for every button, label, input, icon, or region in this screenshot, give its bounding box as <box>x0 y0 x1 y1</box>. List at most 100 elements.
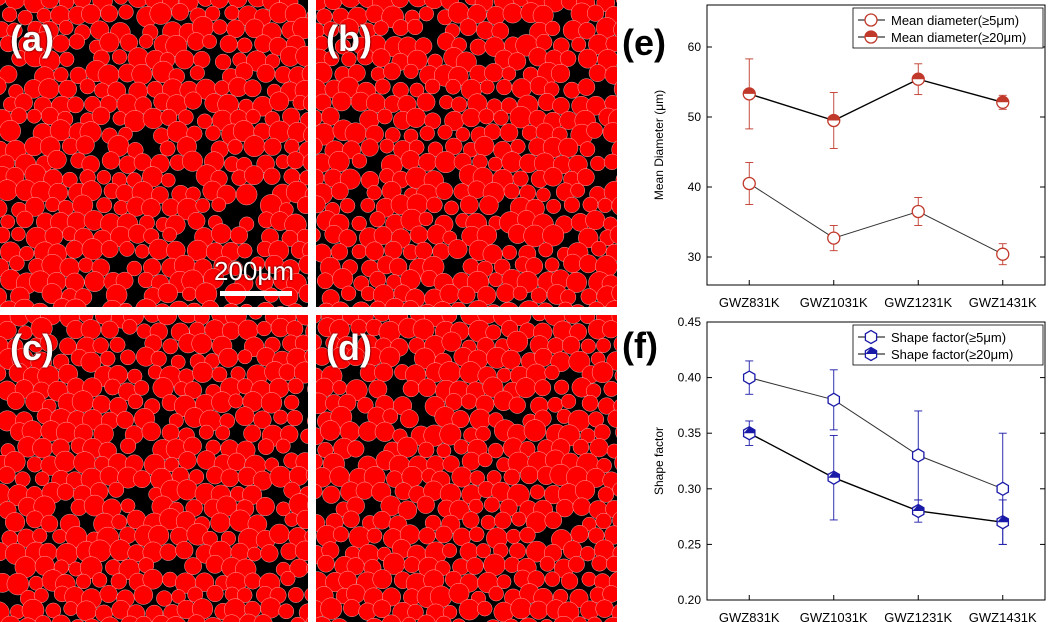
grain <box>6 573 29 596</box>
data-point-series-2-fill <box>997 515 1009 523</box>
grain <box>245 109 261 125</box>
grain <box>372 599 392 618</box>
grain <box>219 35 238 53</box>
legend-label: Mean diameter(≥20μm) <box>891 30 1026 45</box>
grain <box>16 210 34 229</box>
grain <box>0 321 17 340</box>
grain <box>563 196 580 213</box>
grain <box>377 108 393 125</box>
grain <box>134 96 152 114</box>
grain <box>247 0 268 8</box>
grain <box>408 0 428 8</box>
legend-box <box>852 324 1044 366</box>
grain <box>553 616 574 622</box>
grain <box>298 603 308 622</box>
grain <box>506 528 522 544</box>
grain <box>184 91 203 110</box>
grain <box>175 541 194 560</box>
grain <box>602 320 617 339</box>
grain <box>351 215 367 232</box>
grain <box>244 572 262 590</box>
grain <box>612 512 617 529</box>
grain <box>417 614 436 622</box>
grain <box>214 80 230 96</box>
grain <box>169 300 189 307</box>
grain <box>120 437 137 454</box>
grain <box>427 141 444 157</box>
micrograph-c-label: (c) <box>10 327 54 368</box>
grain <box>613 336 617 352</box>
grain <box>439 423 462 446</box>
grain <box>303 95 308 111</box>
grain <box>134 244 150 259</box>
grain <box>71 390 94 413</box>
grain <box>84 271 105 292</box>
grain <box>435 525 453 544</box>
grain <box>226 19 245 38</box>
grain <box>4 0 26 10</box>
grain <box>552 97 570 115</box>
grain <box>32 528 48 544</box>
grain <box>174 49 195 70</box>
grain <box>100 240 119 258</box>
grain <box>316 334 322 351</box>
grain <box>445 137 463 155</box>
grain <box>71 619 84 622</box>
grain <box>99 585 118 603</box>
grain <box>502 245 517 260</box>
grain <box>529 600 549 620</box>
grain <box>591 361 614 383</box>
series-line-1 <box>749 183 1004 255</box>
grain <box>155 303 170 307</box>
grain <box>243 79 262 98</box>
grain <box>581 571 597 587</box>
grain <box>164 457 180 473</box>
y-tick-label: 60 <box>688 40 702 54</box>
grain <box>563 315 583 324</box>
data-point-series-1 <box>827 392 841 408</box>
grain <box>595 512 612 530</box>
grain <box>606 555 617 573</box>
grain <box>81 4 101 24</box>
grain <box>374 421 395 442</box>
grain <box>201 300 220 307</box>
chart-e: 30 40 50 60 GWZ831K GWZ1031K GWZ1231K GWZ1431K M… <box>652 4 1046 310</box>
grain <box>63 601 78 616</box>
grain <box>171 3 189 21</box>
grain <box>286 320 304 338</box>
grain <box>235 406 255 426</box>
grain <box>81 238 104 261</box>
grain <box>371 48 391 68</box>
grain <box>273 409 289 425</box>
grain <box>330 243 348 261</box>
grain <box>575 480 596 501</box>
grain <box>120 349 136 366</box>
grain <box>111 49 128 65</box>
data-point-series-2-fill <box>912 504 924 511</box>
grain <box>107 81 126 101</box>
grain <box>503 468 521 486</box>
grain <box>320 597 343 620</box>
x-tick-label: GWZ1031K <box>800 610 868 622</box>
grain <box>304 530 308 543</box>
grain <box>407 19 424 36</box>
grain <box>295 540 308 561</box>
y-tick-label: 0.30 <box>678 482 702 496</box>
grain <box>235 183 258 206</box>
grain <box>1 615 21 622</box>
grain <box>338 18 359 39</box>
grain <box>31 302 48 307</box>
grain <box>32 437 53 459</box>
grain <box>100 4 118 23</box>
grain <box>26 456 43 473</box>
grain <box>562 336 581 355</box>
grain <box>109 539 132 562</box>
grain <box>143 315 162 323</box>
grain <box>501 151 523 173</box>
grain <box>121 319 138 335</box>
grain <box>182 286 197 302</box>
chart-f: 0.20 0.25 0.30 0.35 0.40 0.45 GWZ831K GWZ1031K G… <box>652 315 1046 622</box>
grain <box>135 616 152 622</box>
grain <box>215 425 231 441</box>
series-line-2 <box>749 78 1003 122</box>
